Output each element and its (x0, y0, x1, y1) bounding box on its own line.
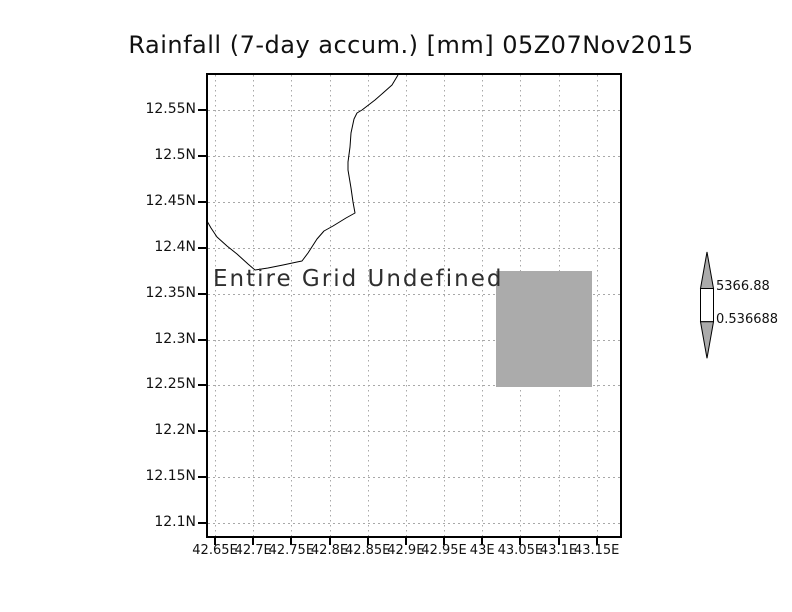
gridline-vertical (444, 75, 446, 536)
colorbar-bottom-arrow (699, 321, 715, 359)
y-tick-label: 12.45N (145, 192, 196, 209)
x-tick-label: 42.7E (234, 543, 272, 558)
y-axis-tick (198, 292, 206, 295)
gridline-vertical (253, 75, 255, 536)
colorbar-min-label: 0.536688 (716, 312, 779, 327)
gridline-horizontal (208, 293, 620, 295)
y-axis-tick (198, 522, 206, 525)
gridline-vertical (329, 75, 331, 536)
x-tick-label: 43.15E (573, 543, 620, 558)
x-tick-label: 42.65E (192, 543, 238, 558)
undefined-shaded-cell (496, 271, 592, 387)
gridline-horizontal (208, 339, 620, 341)
gridline-horizontal (208, 201, 620, 203)
colorbar-range-box (700, 288, 714, 323)
x-axis-tick (443, 538, 446, 545)
x-axis-tick (290, 538, 293, 545)
y-tick-label: 12.2N (154, 422, 196, 439)
y-tick-label: 12.55N (145, 101, 196, 117)
x-tick-label: 42.9E (387, 543, 425, 558)
y-axis-tick (198, 109, 206, 111)
x-tick-label: 43E (469, 543, 495, 558)
y-tick-label: 12.15N (145, 468, 196, 485)
gridline-horizontal (208, 385, 620, 387)
x-tick-label: 42.8E (310, 543, 349, 558)
entire-grid-undefined-label: Entire Grid Undefined (213, 266, 504, 292)
gridline-vertical (215, 75, 216, 536)
gridline-horizontal (208, 247, 620, 249)
gridline-vertical (596, 75, 598, 536)
gridline-horizontal (208, 477, 620, 479)
x-axis-tick (328, 538, 331, 545)
y-tick-label: 12.35N (145, 284, 196, 301)
colorbar-top-arrow (699, 251, 715, 289)
y-tick-label: 12.5N (154, 146, 196, 163)
y-axis-tick (198, 246, 206, 249)
gridline-vertical (405, 75, 407, 536)
x-tick-label: 42.85E (344, 543, 391, 558)
gridline-vertical (291, 75, 293, 536)
x-tick-label: 42.75E (268, 543, 315, 558)
y-axis-tick (198, 200, 206, 203)
y-tick-label: 12.25N (145, 376, 196, 393)
plot-frame (206, 73, 622, 538)
y-axis-tick (198, 476, 206, 479)
y-axis-tick (198, 384, 206, 387)
y-axis-tick (198, 154, 206, 157)
x-axis-tick (595, 538, 598, 545)
gridline-vertical (482, 75, 484, 536)
x-tick-label: 42.95E (421, 543, 467, 558)
x-tick-label: 43.05E (497, 543, 544, 558)
x-axis-tick (214, 538, 216, 545)
x-axis-tick (252, 538, 255, 545)
gridline-horizontal (208, 110, 620, 111)
y-tick-label: 12.3N (154, 330, 196, 347)
y-tick-label: 12.4N (154, 238, 196, 255)
x-axis-tick (366, 538, 369, 545)
x-axis-tick (404, 538, 407, 545)
y-tick-label: 12.1N (154, 514, 196, 531)
x-tick-label: 43.1E (539, 543, 578, 558)
x-axis-tick (519, 538, 522, 545)
gridline-horizontal (208, 523, 620, 525)
chart-title: Rainfall (7-day accum.) [mm] 05Z07Nov201… (128, 31, 694, 59)
colorbar-max-label: 5366.88 (716, 279, 770, 294)
x-axis-tick (557, 538, 560, 545)
y-axis-tick (198, 430, 206, 433)
gridline-vertical (367, 75, 369, 536)
gridline-horizontal (208, 155, 620, 157)
x-axis-tick (481, 538, 484, 545)
gridline-horizontal (208, 431, 620, 433)
y-axis-tick (198, 338, 206, 341)
